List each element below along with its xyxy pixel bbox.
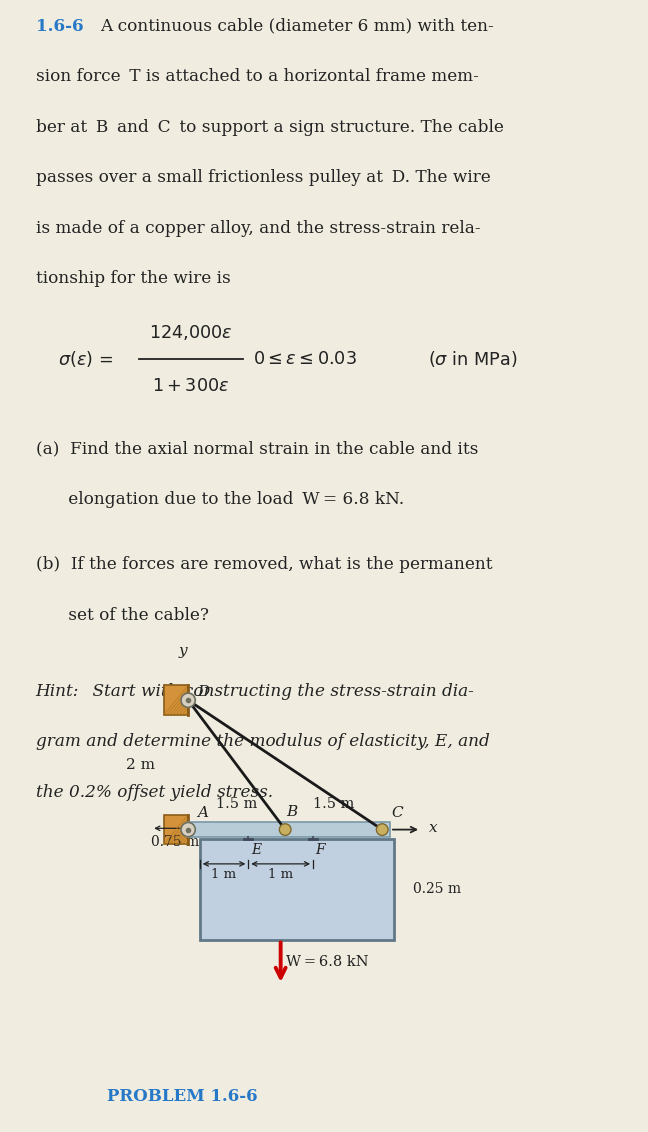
Circle shape xyxy=(181,693,195,708)
Text: $0\leq\varepsilon\leq 0.03$: $0\leq\varepsilon\leq 0.03$ xyxy=(253,350,356,368)
Text: W = 6.8 kN: W = 6.8 kN xyxy=(286,955,369,969)
Polygon shape xyxy=(163,815,188,844)
Text: sion force  Τ is attached to a horizontal frame mem-: sion force Τ is attached to a horizontal… xyxy=(36,68,478,85)
Text: x: x xyxy=(429,822,437,835)
Text: ber at  B  and  C  to support a sign structure. The cable: ber at B and C to support a sign structu… xyxy=(36,119,503,136)
Text: (a)  Find the axial normal strain in the cable and its: (a) Find the axial normal strain in the … xyxy=(36,440,478,457)
Text: C: C xyxy=(391,806,403,820)
Text: 0.25 m: 0.25 m xyxy=(413,883,461,897)
Text: PROBLEM 1.6-6: PROBLEM 1.6-6 xyxy=(108,1088,258,1105)
Text: 1 m: 1 m xyxy=(211,868,237,881)
Text: (b)  If the forces are removed, what is the permanent: (b) If the forces are removed, what is t… xyxy=(36,556,492,573)
Text: is made of a copper alloy, and the stress-strain rela-: is made of a copper alloy, and the stres… xyxy=(36,220,480,237)
Text: 1 m: 1 m xyxy=(268,868,294,881)
Text: $\sigma(\varepsilon)\,=$: $\sigma(\varepsilon)\,=$ xyxy=(58,350,114,369)
Circle shape xyxy=(181,823,195,837)
Text: tionship for the wire is: tionship for the wire is xyxy=(36,271,231,288)
Circle shape xyxy=(376,824,388,835)
Text: $1+300\varepsilon$: $1+300\varepsilon$ xyxy=(152,377,230,395)
Text: E: E xyxy=(251,842,261,857)
Text: Hint:   Start with constructing the stress-strain dia-: Hint: Start with constructing the stress… xyxy=(36,683,474,700)
Text: 1.6-6: 1.6-6 xyxy=(36,18,83,35)
Text: elongation due to the load  W = 6.8 kN.: elongation due to the load W = 6.8 kN. xyxy=(36,490,404,507)
Text: the 0.2% offset yield stress.: the 0.2% offset yield stress. xyxy=(36,783,273,800)
Polygon shape xyxy=(163,685,188,715)
Text: A: A xyxy=(197,806,208,820)
Text: F: F xyxy=(316,842,325,857)
Text: 1.5 m: 1.5 m xyxy=(216,797,257,812)
Text: B: B xyxy=(286,805,297,818)
Text: 0.75 m: 0.75 m xyxy=(152,834,200,849)
Text: 2 m: 2 m xyxy=(126,758,154,772)
Polygon shape xyxy=(200,839,394,940)
Text: y: y xyxy=(179,644,187,658)
Text: 1.5 m: 1.5 m xyxy=(313,797,354,812)
Text: $124{,}000\varepsilon$: $124{,}000\varepsilon$ xyxy=(149,323,233,342)
Text: gram and determine the modulus of elasticity, E, and: gram and determine the modulus of elasti… xyxy=(36,734,489,751)
Text: D: D xyxy=(197,685,209,698)
Polygon shape xyxy=(188,823,390,837)
Text: set of the cable?: set of the cable? xyxy=(36,607,209,624)
Text: $(\sigma\ \mathrm{in\ MPa})$: $(\sigma\ \mathrm{in\ MPa})$ xyxy=(428,350,517,369)
Text: A continuous cable (diameter 6 mm) with ten-: A continuous cable (diameter 6 mm) with … xyxy=(100,18,494,35)
Text: passes over a small frictionless pulley at  D. The wire: passes over a small frictionless pulley … xyxy=(36,169,491,186)
Circle shape xyxy=(279,824,291,835)
